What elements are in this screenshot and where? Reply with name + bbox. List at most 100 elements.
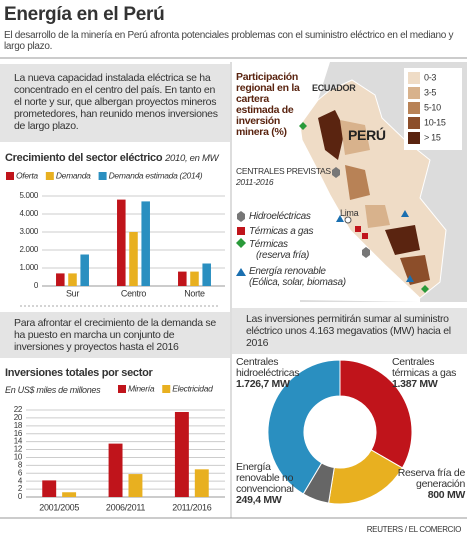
hydro-icon: [237, 211, 245, 222]
city-label: Lima: [340, 208, 359, 218]
renewable-icon: [236, 268, 246, 276]
plants-period: 2011-2016: [236, 177, 274, 187]
map-legend-label: > 15: [424, 132, 441, 142]
donut-segment: [339, 359, 413, 469]
ocean: [300, 125, 420, 302]
y-tick-label: 1.000: [19, 263, 38, 272]
y-tick-label: 0: [34, 281, 39, 290]
legend-label: Oferta: [16, 170, 38, 180]
donut-label: Centrales hidroeléctricas 1.726,7 MW: [236, 357, 306, 390]
donut-label: Reserva fría de generación 800 MW: [385, 467, 466, 501]
donut-category: Centrales hidroeléctricas: [236, 356, 300, 379]
y-tick-label: 18: [14, 421, 23, 430]
legend-swatch: [98, 172, 107, 180]
region: [340, 120, 370, 155]
plant-type-detail: (reserva fría): [256, 250, 310, 261]
donut-value: 1.726,7 MW: [236, 378, 290, 390]
donut-category: Centrales térmicas a gas: [392, 356, 457, 379]
donut-label: Centrales térmicas a gas 1.387 MW: [392, 357, 464, 390]
bar: [68, 273, 77, 286]
region: [400, 255, 430, 285]
bar: [62, 492, 77, 497]
plant-type-detail: (Eólica, solar, biomasa): [249, 277, 346, 288]
city-dot: [344, 216, 352, 224]
bar: [108, 443, 123, 497]
y-tick-label: 14: [14, 437, 23, 446]
plant-type: Hidroeléctricas: [249, 211, 311, 222]
map-legend-label: 0-3: [424, 72, 436, 82]
gas-icon: [237, 227, 245, 235]
x-tick-label: Sur: [66, 288, 79, 298]
y-tick-label: 5.000: [19, 191, 38, 200]
map-legend-label: 3-5: [424, 87, 436, 97]
chart-title: Crecimiento del sector eléctrico 2010, e…: [5, 152, 219, 165]
chart-subtitle: 2010, en MW: [165, 153, 219, 164]
bar: [128, 474, 143, 497]
plant-type: Energía renovable: [249, 266, 326, 277]
chart-title: Crecimiento del sector eléctrico: [5, 152, 163, 164]
region: [345, 165, 370, 200]
x-tick-label: Centro: [121, 288, 147, 298]
bar: [190, 271, 199, 286]
y-tick-label: 4.000: [19, 209, 38, 218]
legend-label: Demanda estimada (2014): [109, 170, 203, 180]
bar: [80, 254, 89, 286]
y-tick-label: 3.000: [19, 227, 38, 236]
donut-value: 800 MW: [427, 489, 466, 501]
note-panel: [232, 308, 467, 354]
y-tick-label: 22: [14, 405, 23, 414]
x-tick-label: 2011/2016: [172, 502, 211, 512]
region: [365, 205, 390, 228]
chart-title: Inversiones totales por sector: [5, 367, 153, 379]
donut-category: Energía renovable no convencional: [236, 461, 294, 495]
bar: [117, 199, 126, 286]
y-tick-label: 0: [18, 492, 23, 501]
chart-subtitle: En US$ miles de millones: [5, 385, 101, 395]
bar: [129, 232, 138, 286]
plant-marker: [406, 275, 414, 282]
plant-legend-icons: [236, 211, 246, 276]
donut-value: 1.387 MW: [392, 378, 438, 390]
note: La nueva capacidad instalada eléctrica s…: [14, 72, 218, 132]
plant-marker: [299, 122, 307, 130]
x-tick-label: 2006/2011: [106, 502, 145, 512]
donut-value: 249,4 MW: [236, 494, 282, 506]
map-legend-swatch: [408, 87, 420, 99]
map-legend-swatch: [408, 117, 420, 129]
donut-category: Reserva fría de generación: [397, 467, 466, 490]
bar: [202, 263, 211, 286]
subtitle: El desarrollo de la minería en Perú afro…: [4, 30, 454, 52]
region: [318, 110, 345, 160]
plant-marker: [355, 226, 361, 232]
legend-swatch: [6, 172, 14, 180]
legend-swatch: [118, 385, 126, 393]
plant-marker: [421, 285, 429, 293]
plant-marker: [336, 215, 344, 222]
bar: [194, 469, 209, 497]
legend-label: Demanda: [56, 170, 91, 180]
x-tick-label: 2001/2005: [39, 502, 79, 512]
footer: REUTERS / EL COMERCIO: [366, 525, 462, 534]
reserve-icon: [236, 238, 246, 248]
map-legend-label: 10-15: [424, 117, 446, 127]
plants-title: CENTRALES PREVISTAS: [236, 166, 331, 176]
y-tick-label: 20: [14, 413, 23, 422]
ocean: [300, 62, 330, 125]
plant-type: Térmicas: [249, 239, 288, 250]
y-tick-label: 6: [18, 468, 23, 477]
plant-marker: [401, 210, 409, 217]
bar: [42, 480, 57, 497]
title: Energía en el Perú: [4, 4, 165, 25]
region: [385, 225, 420, 255]
plant-marker: [362, 233, 368, 239]
y-tick-label: 8: [18, 460, 23, 469]
plant-marker: [362, 247, 370, 258]
map: [299, 62, 467, 302]
x-tick-label: Norte: [184, 288, 205, 298]
y-tick-label: 10: [14, 453, 23, 462]
y-tick-label: 2.000: [19, 245, 38, 254]
note: Para afrontar el crecimiento de la deman…: [14, 317, 216, 353]
donut-segment: [267, 359, 341, 495]
